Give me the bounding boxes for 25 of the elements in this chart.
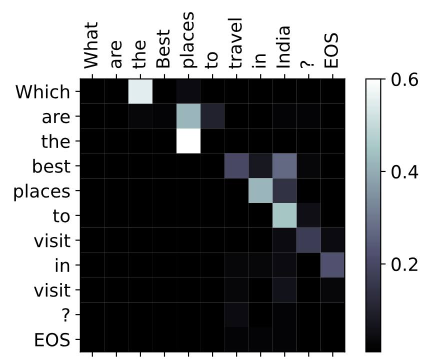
x-tick-label: India [276,26,290,68]
x-tick-label: travel [228,18,242,69]
color-bar-label: 0.2 [392,257,418,272]
y-tick-label: the [42,134,70,148]
y-tick-label: Which [16,84,70,98]
y-tick-label: in [56,258,70,272]
y-tick-label: places [14,184,70,202]
x-tick-label: are [111,41,122,68]
y-tick-label: EOS [35,332,70,347]
y-tick-label: visit [34,282,70,297]
x-tick-label: What [84,22,98,69]
y-tick-label: are [42,112,70,124]
y-tick-label: visit [34,233,70,248]
x-tick-label: the [132,40,146,69]
x-tick-label: ? [300,60,314,68]
x-tick-label: in [252,54,266,68]
y-tick-label: best [33,158,70,173]
y-tick-label: to [53,210,70,223]
x-tick-label: to [204,52,218,69]
color-bar-label: 0.6 [392,72,418,86]
x-tick-label: EOS [324,33,338,68]
y-tick-label: ? [62,308,70,322]
color-bar-label: 0.4 [392,164,418,179]
x-tick-label: Best [156,30,170,68]
x-tick-label: places [180,12,198,68]
